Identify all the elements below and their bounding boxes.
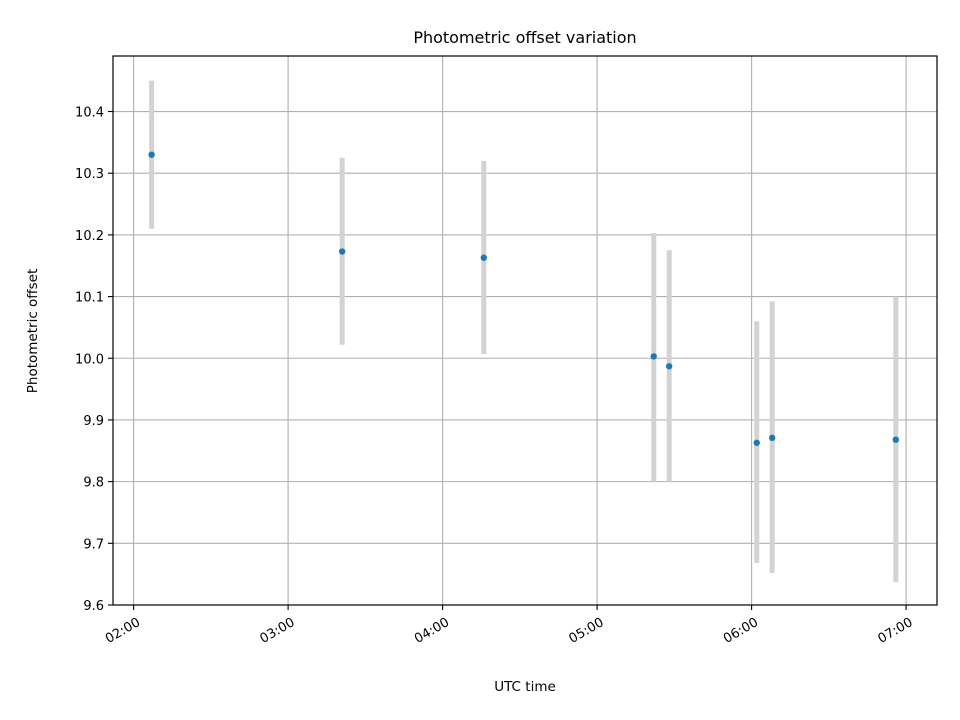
data-point — [666, 363, 673, 370]
data-point — [650, 353, 657, 360]
y-tick-label: 10.4 — [75, 106, 104, 121]
chart-title: Photometric offset variation — [413, 28, 636, 47]
y-tick-label: 10.0 — [75, 352, 104, 367]
x-axis-label: UTC time — [494, 679, 556, 695]
y-tick-label: 9.6 — [83, 599, 104, 614]
y-tick-label: 9.8 — [83, 476, 104, 491]
data-point — [148, 151, 155, 158]
data-points — [148, 151, 899, 446]
y-tick-label: 9.7 — [83, 537, 104, 552]
data-point — [480, 254, 487, 261]
y-tick-label: 10.2 — [75, 229, 104, 244]
y-tick-label: 9.9 — [83, 414, 104, 429]
y-tick-label: 10.3 — [75, 167, 104, 182]
data-point — [753, 439, 760, 446]
data-point — [769, 434, 776, 442]
data-point — [892, 436, 899, 443]
plot-area-frame — [112, 55, 938, 606]
data-point — [338, 248, 346, 255]
y-tick-label: 10.1 — [75, 291, 104, 306]
y-axis-label: Photometric offset — [25, 269, 41, 393]
grid — [113, 56, 937, 606]
